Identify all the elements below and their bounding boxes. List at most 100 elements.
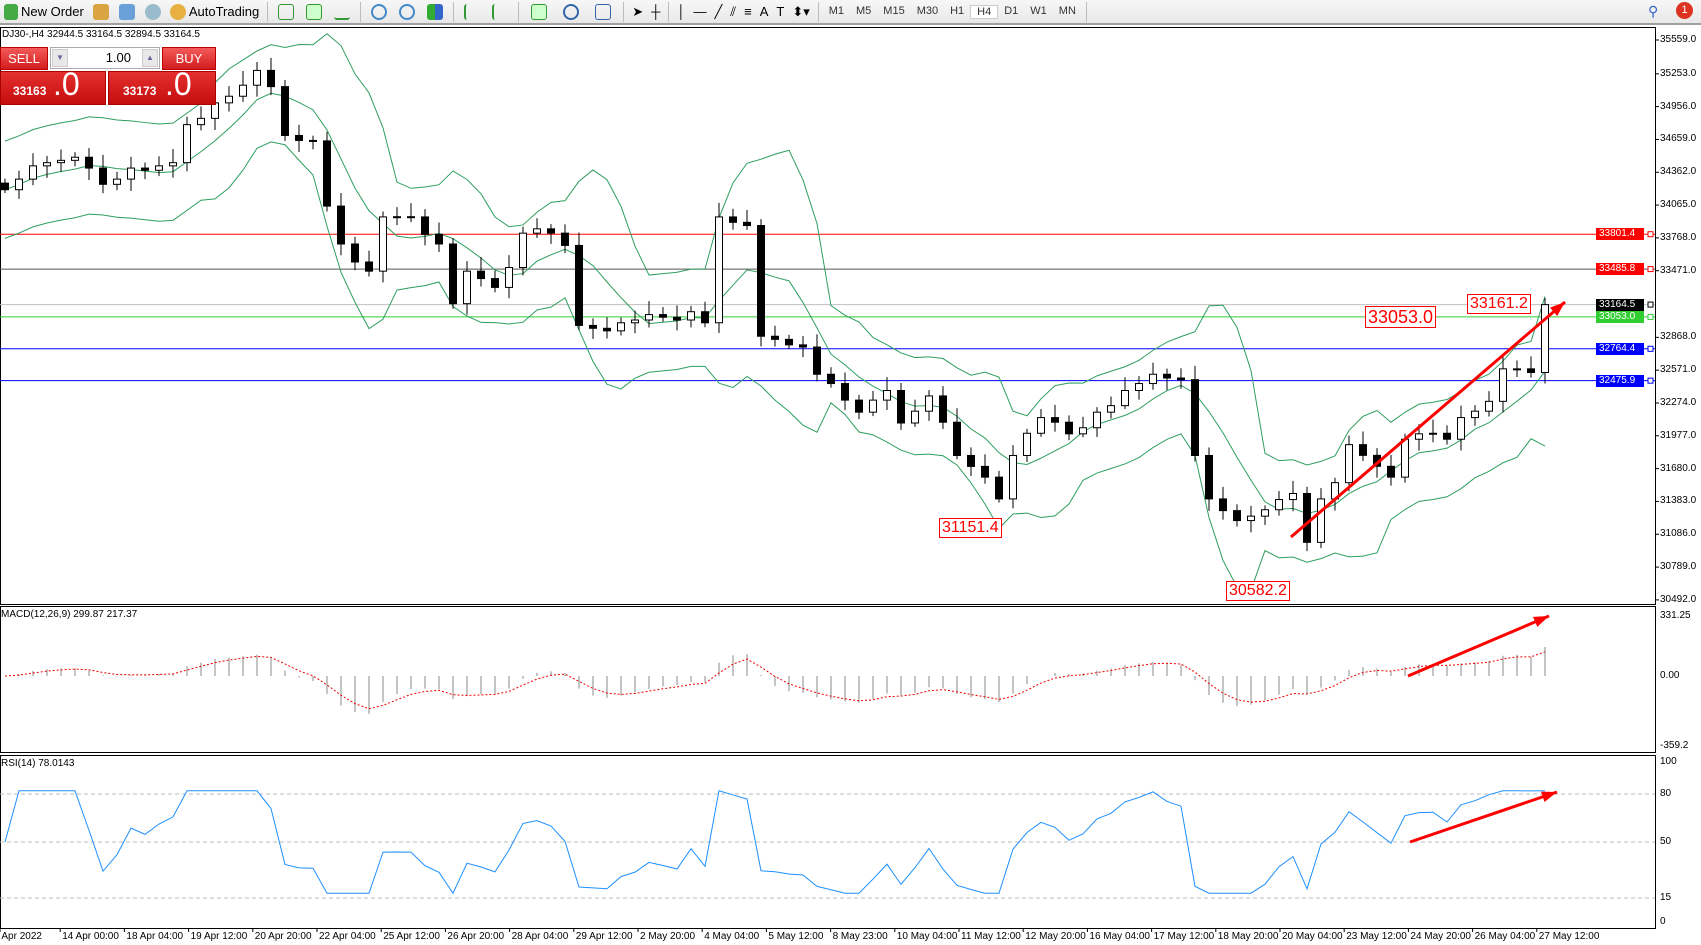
timeframe-d1[interactable]: D1 bbox=[1004, 4, 1019, 17]
candle bbox=[477, 270, 485, 280]
candle bbox=[393, 216, 401, 219]
candle bbox=[449, 243, 457, 305]
macd-axis-label: 331.25 bbox=[1660, 610, 1691, 621]
candle bbox=[309, 139, 317, 142]
periods-icon[interactable] bbox=[563, 3, 580, 20]
indicators-icon[interactable] bbox=[531, 3, 548, 20]
time-axis-label: 26 May 04:00 bbox=[1474, 931, 1536, 942]
timeframe-m30[interactable]: M30 bbox=[916, 4, 939, 17]
candle bbox=[1513, 368, 1521, 371]
level-handle bbox=[1647, 231, 1654, 238]
trendline-icon[interactable]: ╱ bbox=[714, 3, 723, 19]
zoom-in-icon[interactable] bbox=[371, 3, 388, 20]
annotation-label[interactable]: 30582.2 bbox=[1226, 581, 1290, 601]
candlestick-icon[interactable] bbox=[306, 3, 323, 20]
candle bbox=[869, 399, 877, 413]
horizontal-line-icon[interactable]: — bbox=[693, 4, 707, 19]
candle bbox=[197, 117, 205, 126]
candle bbox=[99, 167, 107, 185]
candle bbox=[379, 216, 387, 272]
timeframe-m5[interactable]: M5 bbox=[856, 4, 872, 17]
level-handle bbox=[1647, 266, 1654, 273]
cursor-icon[interactable]: ➤ bbox=[632, 3, 644, 19]
price-axis-label: 35559.0 bbox=[1660, 34, 1697, 45]
new-order-button[interactable]: New Order bbox=[0, 1, 88, 23]
pane-border bbox=[0, 606, 1656, 753]
timeframe-w1[interactable]: W1 bbox=[1030, 4, 1047, 17]
new-order-icon bbox=[4, 3, 18, 20]
line-chart-icon[interactable] bbox=[334, 4, 351, 20]
timeframe-m1[interactable]: M1 bbox=[828, 4, 845, 17]
lot-decrease-button[interactable]: ▼ bbox=[52, 49, 68, 67]
candle bbox=[1233, 510, 1241, 522]
market-watch-icon[interactable] bbox=[92, 3, 109, 20]
timeframe-mn[interactable]: MN bbox=[1058, 4, 1076, 17]
timeframe-m15[interactable]: M15 bbox=[883, 4, 905, 17]
time-axis-label: 11 May 12:00 bbox=[961, 931, 1021, 942]
templates-icon[interactable] bbox=[595, 3, 612, 20]
ask-price[interactable]: 33173 .0 bbox=[108, 66, 216, 105]
timeframe-h1[interactable]: H1 bbox=[950, 4, 965, 17]
price-chart[interactable] bbox=[0, 27, 1701, 945]
bollinger-middle bbox=[4, 92, 1546, 515]
time-axis-label: 20 Apr 20:00 bbox=[254, 931, 312, 942]
text-icon[interactable]: A bbox=[759, 4, 769, 19]
candle bbox=[1163, 373, 1171, 379]
equidistant-channel-icon[interactable]: ⫽ bbox=[730, 3, 737, 19]
timeframe-h4[interactable]: H4 bbox=[970, 4, 999, 19]
time-axis-label: 29 Apr 12:00 bbox=[575, 931, 633, 942]
candle bbox=[1219, 498, 1227, 512]
annotation-label[interactable]: 33161.2 bbox=[1467, 294, 1531, 314]
notification-badge[interactable]: 1 bbox=[1676, 2, 1693, 19]
lot-size-input[interactable]: 1.00 bbox=[50, 47, 160, 69]
time-axis-label: 19 Apr 12:00 bbox=[190, 931, 248, 942]
autoscroll-icon[interactable] bbox=[464, 3, 480, 20]
candle bbox=[211, 102, 219, 119]
data-window-icon[interactable] bbox=[118, 3, 135, 20]
candle bbox=[435, 233, 443, 245]
candle bbox=[1, 182, 9, 191]
fibonacci-icon[interactable]: ≡ bbox=[744, 4, 752, 19]
arrows-icon[interactable]: ⬍▾ bbox=[792, 3, 810, 19]
chart-shift-icon[interactable] bbox=[492, 3, 508, 20]
bid-price[interactable]: 33163 .0 bbox=[0, 66, 106, 105]
candle bbox=[127, 167, 135, 180]
sell-button[interactable]: SELL bbox=[0, 47, 48, 70]
lot-increase-button[interactable]: ▲ bbox=[142, 49, 158, 67]
level-handle bbox=[1647, 313, 1654, 320]
autotrading-button[interactable]: AutoTrading bbox=[166, 1, 263, 23]
annotation-label[interactable]: 31151.4 bbox=[939, 518, 1002, 538]
bar-chart-icon[interactable] bbox=[278, 3, 295, 20]
time-axis-label: 24 May 20:00 bbox=[1410, 931, 1471, 942]
macd-signal-line bbox=[4, 651, 1546, 710]
rsi-axis-label: 80 bbox=[1660, 788, 1672, 799]
search-icon[interactable]: ⚲ bbox=[1648, 3, 1659, 19]
candle bbox=[57, 159, 65, 164]
price-axis-label: 31086.0 bbox=[1660, 528, 1697, 540]
price-axis-label: 33471.0 bbox=[1660, 264, 1697, 276]
level-price-tag: 33053.0 bbox=[1596, 310, 1644, 323]
candle bbox=[813, 346, 821, 375]
candle bbox=[631, 319, 639, 324]
buy-button[interactable]: BUY bbox=[162, 47, 216, 70]
candle bbox=[225, 95, 233, 104]
price-axis-label: 30789.0 bbox=[1660, 561, 1697, 573]
candle bbox=[1177, 377, 1185, 381]
signals-icon[interactable] bbox=[144, 3, 161, 20]
rsi-axis-label: 15 bbox=[1660, 892, 1672, 903]
text-label-icon[interactable]: T bbox=[776, 4, 785, 19]
candle bbox=[1275, 499, 1283, 511]
candle bbox=[925, 395, 933, 412]
candle bbox=[575, 244, 583, 326]
crosshair-icon[interactable]: ┼ bbox=[651, 4, 661, 19]
candle bbox=[1401, 438, 1409, 478]
tile-windows-icon[interactable] bbox=[427, 3, 444, 20]
candle bbox=[897, 390, 905, 424]
time-axis-label: 16 May 04:00 bbox=[1089, 931, 1150, 942]
vertical-line-icon[interactable]: │ bbox=[677, 4, 686, 19]
candle bbox=[939, 395, 947, 423]
rsi-line bbox=[4, 790, 1546, 895]
zoom-out-icon[interactable] bbox=[399, 3, 416, 20]
annotation-label[interactable]: 33053.0 bbox=[1365, 306, 1437, 328]
price-axis-label: 33768.0 bbox=[1660, 231, 1697, 243]
